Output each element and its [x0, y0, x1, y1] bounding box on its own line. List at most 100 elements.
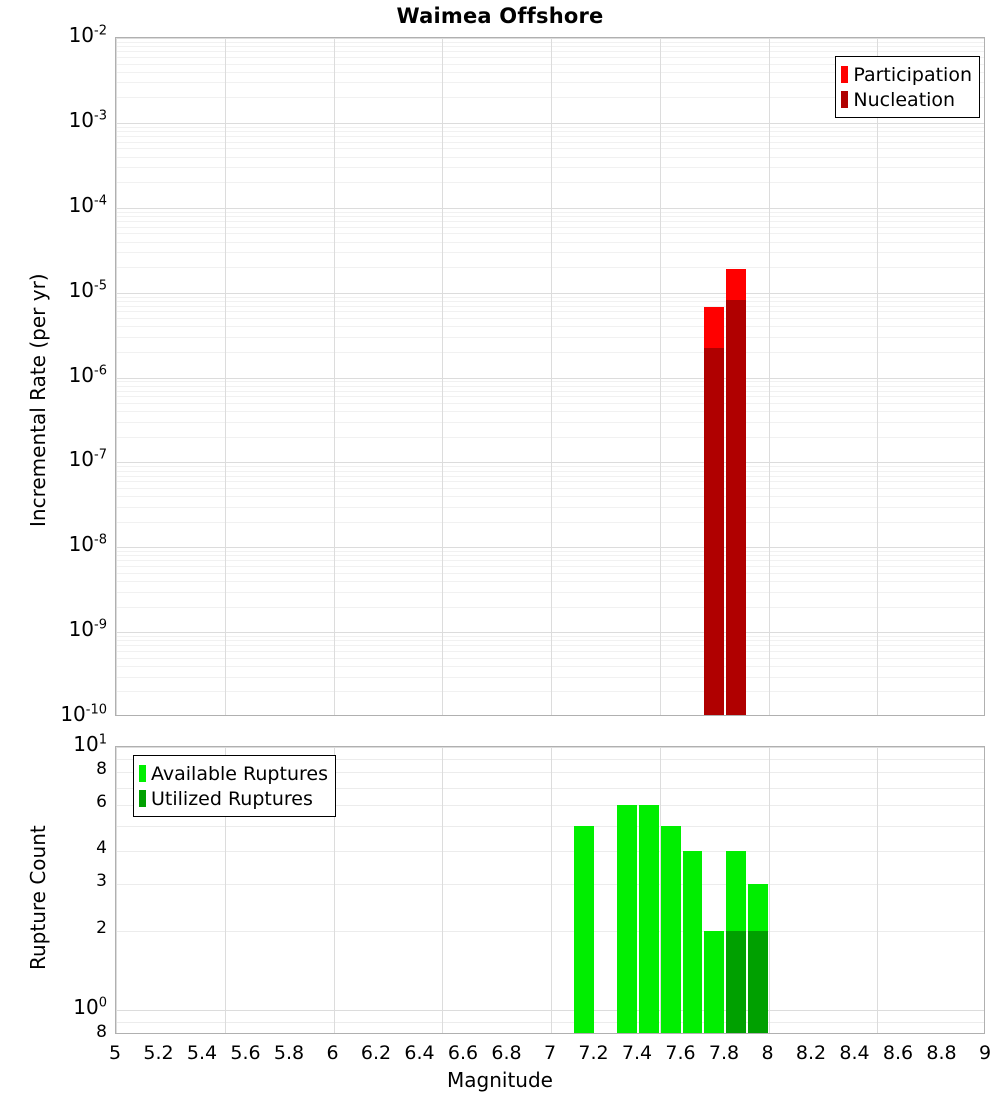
- top-chart-y-tick-label: 10-6: [68, 362, 107, 387]
- gridline-minor-horizontal: [116, 351, 984, 353]
- gridline-minor-horizontal: [116, 326, 984, 328]
- top-chart-plot-area: [115, 37, 985, 716]
- gridline-horizontal: [116, 851, 984, 853]
- gridline-major-horizontal: [116, 377, 984, 379]
- x-tick-label: 5.6: [230, 1042, 261, 1064]
- gridline-minor-horizontal: [116, 97, 984, 99]
- gridline-minor-horizontal: [116, 390, 984, 392]
- bottom-chart-y-tick-label: 101: [73, 732, 107, 756]
- legend-label: Available Ruptures: [151, 762, 328, 785]
- gridline-minor-horizontal: [116, 496, 984, 498]
- legend-color-swatch-icon: [139, 765, 146, 782]
- gridline-minor-horizontal: [116, 296, 984, 298]
- gridline-minor-horizontal: [116, 606, 984, 608]
- gridline-vertical: [877, 38, 879, 715]
- gridline-minor-horizontal: [116, 305, 984, 307]
- gridline-minor-horizontal: [116, 591, 984, 593]
- gridline-minor-horizontal: [116, 581, 984, 583]
- gridline-vertical: [659, 747, 661, 1033]
- top-chart-y-tick-label: 10-9: [68, 617, 107, 642]
- gridline-major-horizontal: [116, 207, 984, 209]
- x-tick-label: 5.2: [143, 1042, 174, 1064]
- bar-available-ruptures: [639, 805, 659, 1033]
- gridline-minor-horizontal: [116, 411, 984, 413]
- gridline-horizontal: [116, 1009, 984, 1011]
- gridline-vertical: [768, 38, 770, 715]
- top-chart-legend-item: Nucleation: [841, 87, 972, 112]
- top-chart-y-tick-label: 10-4: [68, 192, 107, 217]
- gridline-minor-horizontal: [116, 226, 984, 228]
- gridline-vertical: [877, 747, 879, 1033]
- bottom-chart-y-minor-tick-label: 4: [96, 838, 107, 859]
- bar-available-ruptures: [682, 851, 703, 1033]
- gridline-minor-horizontal: [116, 63, 984, 65]
- x-tick-label: 8.6: [882, 1042, 914, 1064]
- gridline-minor-horizontal: [116, 481, 984, 483]
- gridline-minor-horizontal: [116, 141, 984, 143]
- x-tick-label: 7.8: [708, 1042, 740, 1064]
- x-tick-label: 8.8: [926, 1042, 957, 1064]
- x-tick-label: 8: [761, 1042, 774, 1064]
- legend-label: Nucleation: [853, 88, 956, 111]
- bar-available-ruptures: [704, 930, 724, 1033]
- x-axis-title: Magnitude: [447, 1068, 553, 1092]
- x-tick-label: 7.2: [578, 1042, 609, 1064]
- gridline-major-horizontal: [116, 462, 984, 464]
- gridline-minor-horizontal: [116, 156, 984, 158]
- bottom-chart-y-minor-tick-label: 3: [96, 871, 107, 892]
- gridline-minor-horizontal: [116, 385, 984, 387]
- x-tick-label: 5.4: [186, 1042, 218, 1064]
- figure-title: Waimea Offshore: [396, 4, 604, 28]
- gridline-minor-horizontal: [116, 46, 984, 48]
- gridline-minor-horizontal: [116, 475, 984, 477]
- legend-color-swatch-icon: [841, 66, 849, 83]
- gridline-minor-horizontal: [116, 300, 984, 302]
- gridline-vertical: [116, 38, 117, 715]
- gridline-minor-horizontal: [116, 551, 984, 553]
- gridline-minor-horizontal: [116, 211, 984, 213]
- gridline-major-horizontal: [116, 632, 984, 634]
- x-tick-label: 7.4: [621, 1042, 653, 1064]
- bar-available-ruptures: [573, 826, 594, 1033]
- x-tick-label: 6.4: [404, 1042, 435, 1064]
- gridline-minor-horizontal: [116, 555, 984, 557]
- gridline-minor-horizontal: [116, 51, 984, 53]
- gridline-minor-horizontal: [116, 318, 984, 320]
- gridline-major-horizontal: [116, 547, 984, 549]
- gridline-horizontal: [116, 787, 984, 789]
- gridline-minor-horizontal: [116, 252, 984, 254]
- top-chart-y-tick-label: 10-3: [68, 107, 107, 132]
- gridline-minor-horizontal: [116, 421, 984, 423]
- gridline-minor-horizontal: [116, 148, 984, 150]
- gridline-vertical: [224, 747, 226, 1033]
- x-tick-label: 8.4: [839, 1042, 870, 1064]
- bottom-chart-legend-item: Utilized Ruptures: [139, 786, 328, 811]
- gridline-minor-horizontal: [116, 381, 984, 383]
- gridline-minor-horizontal: [116, 466, 984, 468]
- gridline-vertical: [551, 747, 552, 1033]
- x-tick-label: 6: [326, 1042, 339, 1064]
- bottom-chart-legend-item: Available Ruptures: [139, 761, 328, 786]
- gridline-minor-horizontal: [116, 267, 984, 269]
- gridline-horizontal: [116, 1021, 984, 1023]
- gridline-vertical: [551, 38, 552, 715]
- gridline-horizontal: [116, 759, 984, 760]
- gridline-minor-horizontal: [116, 691, 984, 693]
- gridline-minor-horizontal: [116, 676, 984, 678]
- gridline-minor-horizontal: [116, 506, 984, 508]
- gridline-minor-horizontal: [116, 131, 984, 133]
- bottom-chart-y-minor-tick-label: 8: [96, 1022, 107, 1042]
- top-chart-legend-item: Participation: [841, 62, 972, 87]
- gridline-minor-horizontal: [116, 241, 984, 243]
- bottom-chart-y-tick-label: 100: [73, 994, 107, 1019]
- gridline-minor-horizontal: [116, 650, 984, 652]
- gridline-minor-horizontal: [116, 215, 984, 217]
- gridline-vertical: [333, 38, 335, 715]
- top-chart-y-tick-label: 10-2: [68, 23, 107, 47]
- gridline-minor-horizontal: [116, 657, 984, 659]
- top-chart-y-tick-label: 10-10: [60, 702, 107, 726]
- gridline-minor-horizontal: [116, 167, 984, 169]
- gridline-horizontal: [116, 930, 984, 932]
- x-tick-label: 7.6: [665, 1042, 696, 1064]
